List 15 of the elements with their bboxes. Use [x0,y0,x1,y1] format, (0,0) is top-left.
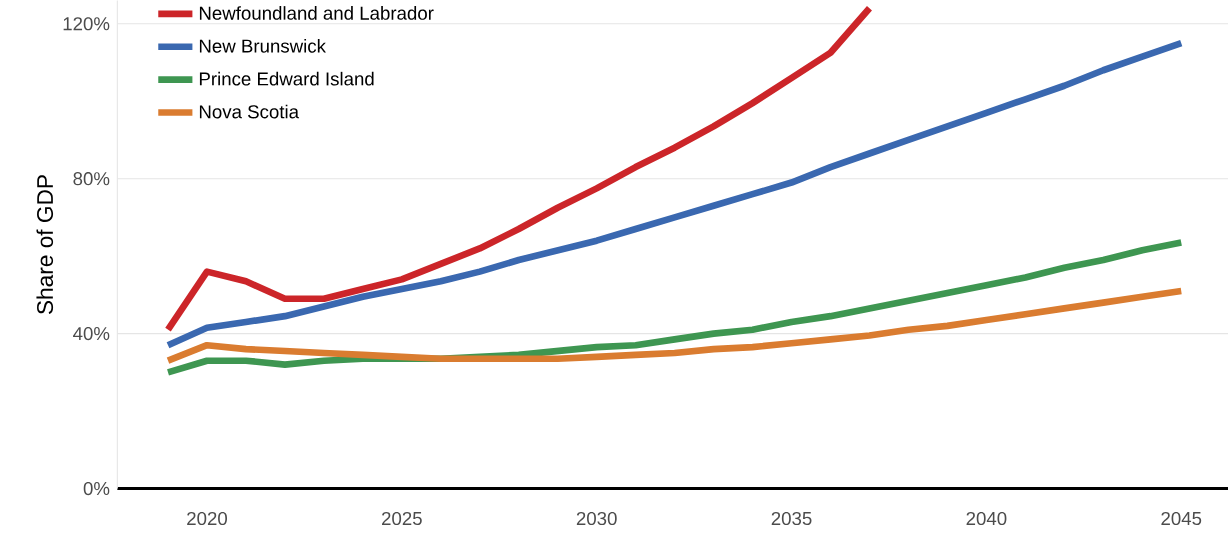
y-tick-label: 80% [73,172,110,186]
y-axis-title: Share of GDP [36,175,54,315]
x-tick-label: 2030 [576,512,617,526]
legend-label: Newfoundland and Labrador [199,6,434,21]
x-tick-label: 2035 [771,512,812,526]
x-tick-label: 2045 [1161,512,1202,526]
y-tick-label: 120% [63,17,110,31]
legend-label: New Brunswick [199,39,326,53]
legend-label: Prince Edward Island [199,72,374,86]
y-tick-label: 40% [73,327,110,341]
y-tick-label: 0% [83,482,110,496]
x-tick-label: 2040 [966,512,1007,526]
x-tick-label: 2020 [187,512,228,526]
x-tick-label: 2025 [382,512,422,526]
legend-label: Nova Scotia [199,104,300,119]
